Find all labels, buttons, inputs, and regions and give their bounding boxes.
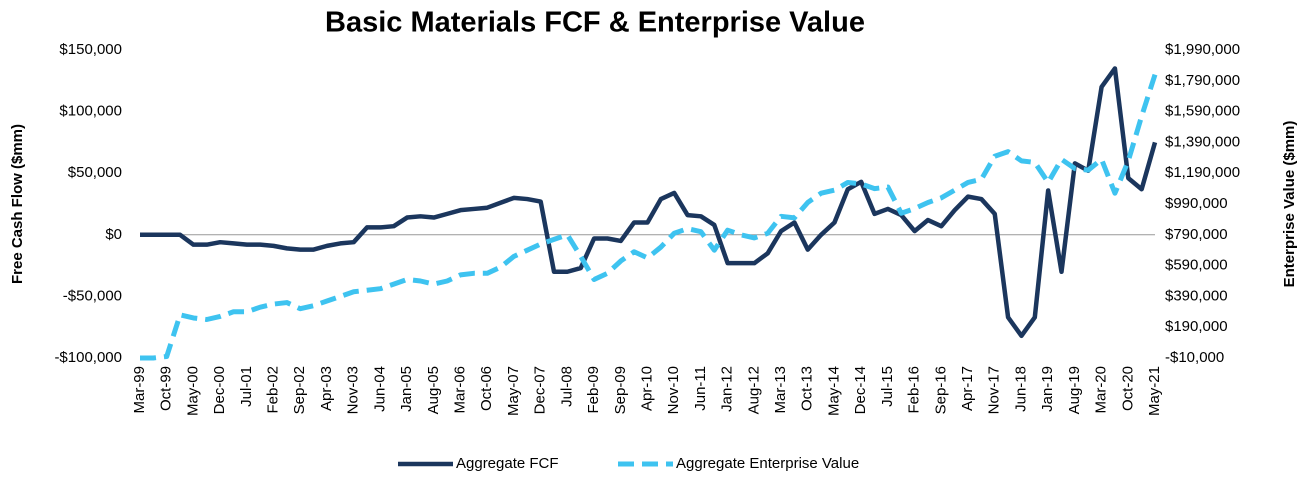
- x-tick-label: Jun-04: [371, 366, 388, 412]
- x-tick-label: Jan-12: [719, 366, 736, 412]
- x-tick-label: Nov-17: [986, 366, 1003, 414]
- x-tick-label: Jun-18: [1012, 366, 1029, 412]
- y-tick-label: $150,000: [59, 41, 122, 58]
- line-series: [140, 66, 1158, 339]
- x-tick-label: Dec-07: [532, 366, 549, 414]
- x-tick-label: Jan-05: [398, 366, 415, 412]
- x-tick-label: Oct-13: [799, 366, 816, 411]
- x-tick-label: Feb-09: [585, 366, 602, 414]
- y2-tick-label: $1,790,000: [1165, 72, 1240, 89]
- y2-tick-label: -$10,000: [1165, 349, 1224, 366]
- x-tick-label: May-00: [184, 366, 201, 416]
- x-tick-label: Feb-16: [906, 366, 923, 414]
- y-axis-title: Free Cash Flow ($mm): [9, 124, 26, 284]
- x-tick-label: Apr-10: [638, 366, 655, 411]
- x-tick-label: May-14: [825, 366, 842, 416]
- y2-tick-label: $390,000: [1165, 287, 1228, 304]
- x-tick-label: Mar-06: [451, 366, 468, 414]
- x-tick-label: Jan-19: [1039, 366, 1056, 412]
- y2-tick-label: $790,000: [1165, 226, 1228, 243]
- x-tick-label: Oct-20: [1119, 366, 1136, 411]
- x-tick-label: Aug-19: [1066, 366, 1083, 414]
- legend-label: Aggregate FCF: [456, 455, 559, 472]
- legend-label: Aggregate Enterprise Value: [676, 455, 859, 472]
- x-tick-label: Nov-03: [345, 366, 362, 414]
- x-tick-label: Jul-08: [558, 366, 575, 407]
- x-tick-label: May-21: [1146, 366, 1163, 416]
- y-tick-label: $100,000: [59, 103, 122, 120]
- x-tick-label: Jun-11: [692, 366, 709, 411]
- x-tick-label: Aug-05: [425, 366, 442, 414]
- line-series: [140, 73, 1158, 361]
- x-tick-label: Feb-02: [265, 366, 282, 414]
- x-tick-label: Nov-10: [665, 366, 682, 414]
- y2-axis-title: Enterprise Value ($mm): [1281, 121, 1298, 288]
- y2-tick-label: $1,990,000: [1165, 41, 1240, 58]
- y-tick-label: $50,000: [68, 164, 122, 181]
- y-tick-label: $0: [105, 226, 122, 243]
- y2-tick-label: $1,390,000: [1165, 133, 1240, 150]
- x-tick-label: Dec-14: [852, 366, 869, 414]
- x-tick-label: Sep-02: [291, 366, 308, 414]
- x-tick-label: Apr-03: [318, 366, 335, 411]
- y2-tick-label: $590,000: [1165, 257, 1228, 274]
- x-tick-label: Jul-01: [238, 366, 255, 407]
- x-tick-label: Dec-00: [211, 366, 228, 414]
- x-tick-label: Oct-99: [158, 366, 175, 411]
- y2-tick-label: $190,000: [1165, 318, 1228, 335]
- x-tick-label: Sep-09: [612, 366, 629, 414]
- y-tick-label: -$50,000: [63, 287, 122, 304]
- x-tick-label: Jul-15: [879, 366, 896, 407]
- x-tick-label: Aug-12: [745, 366, 762, 414]
- x-tick-label: Mar-13: [772, 366, 789, 414]
- y2-tick-label: $990,000: [1165, 195, 1228, 212]
- x-tick-label: May-07: [505, 366, 522, 416]
- x-tick-label: Apr-17: [959, 366, 976, 411]
- x-tick-label: Oct-06: [478, 366, 495, 411]
- y2-tick-label: $1,190,000: [1165, 164, 1240, 181]
- chart-title: Basic Materials FCF & Enterprise Value: [325, 7, 865, 39]
- x-tick-label: Mar-99: [131, 366, 148, 414]
- x-tick-label: Mar-20: [1093, 366, 1110, 414]
- y2-tick-label: $1,590,000: [1165, 103, 1240, 120]
- y-tick-label: -$100,000: [54, 349, 122, 366]
- x-tick-label: Sep-16: [932, 366, 949, 414]
